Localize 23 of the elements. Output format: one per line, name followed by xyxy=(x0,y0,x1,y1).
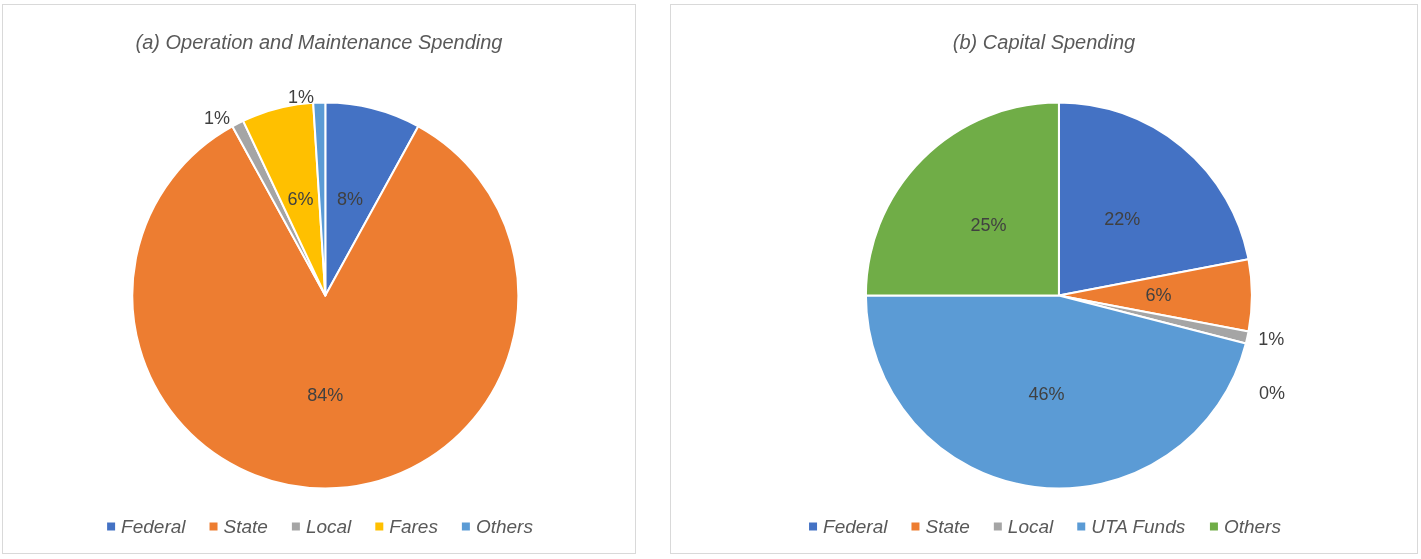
legend-label: Federal xyxy=(823,516,889,537)
chart-title: (b) Capital Spending xyxy=(952,31,1136,53)
chart-title: (a) Operation and Maintenance Spending xyxy=(135,31,503,53)
legend-label: State xyxy=(925,516,970,537)
data-label: 22% xyxy=(1104,208,1141,229)
data-label: 25% xyxy=(970,215,1007,236)
data-label: 1% xyxy=(288,86,315,107)
legend-label: Others xyxy=(1223,516,1282,537)
data-label: 1% xyxy=(1258,328,1285,349)
data-label: 6% xyxy=(287,189,314,210)
data-label: 6% xyxy=(1145,285,1172,306)
legend-label: Local xyxy=(305,516,353,537)
legend-label: State xyxy=(223,516,268,537)
legend-label: Local xyxy=(1007,516,1055,537)
data-label: 84% xyxy=(307,384,344,405)
legend-label: Federal xyxy=(121,516,187,537)
text: 0% xyxy=(1258,383,1285,404)
legend-label: Others xyxy=(475,516,534,537)
legend-label: UTA Funds xyxy=(1091,516,1186,537)
data-label: 46% xyxy=(1028,384,1065,405)
data-label: 1% xyxy=(203,108,230,129)
data-label: 8% xyxy=(337,189,364,210)
legend-label: Fares xyxy=(389,516,439,537)
